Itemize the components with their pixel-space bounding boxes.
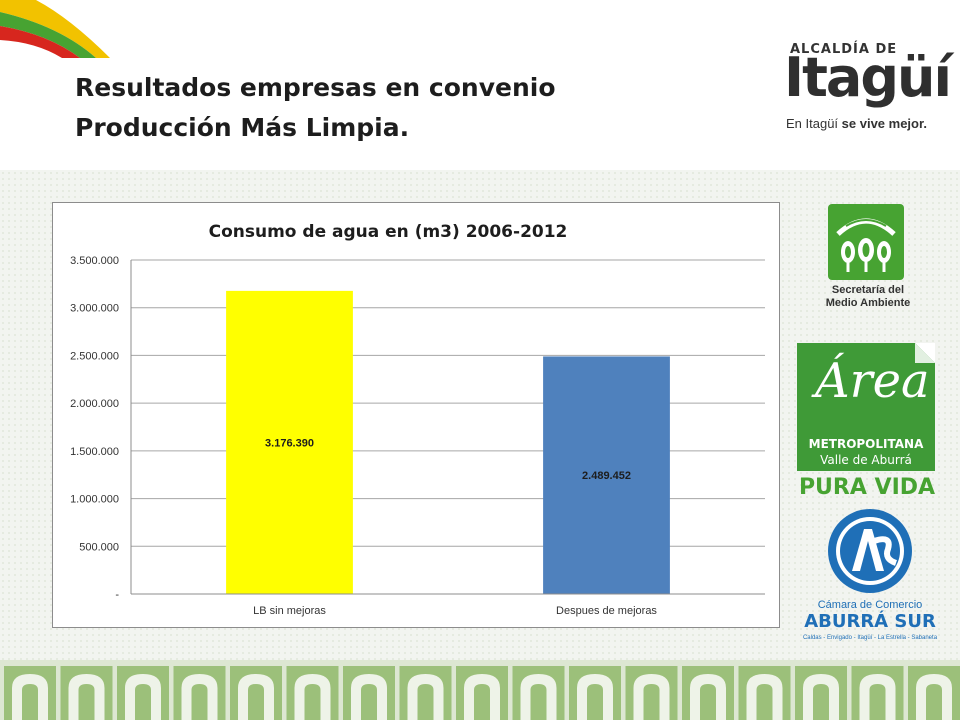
chart-y-tick-label: 3.500.000 xyxy=(70,255,119,267)
area-logo-line2: Valle de Aburrá xyxy=(820,453,912,467)
footer-pattern-tile xyxy=(286,666,339,720)
chart-y-tick-label: 2.000.000 xyxy=(70,398,119,410)
water-consumption-chart: Consumo de agua en (m3) 2006-2012 - 500.0… xyxy=(52,202,780,628)
footer-pattern-tile xyxy=(399,666,452,720)
area-corner-fold-icon xyxy=(915,343,935,363)
area-logo-box: Área METROPOLITANA Valle de Aburrá xyxy=(797,343,935,471)
chart-data-labels: 3.176.390 2.489.452 xyxy=(265,437,631,482)
chart-x-tick-label: Despues de mejoras xyxy=(556,605,657,617)
itagui-logo: ALCALDÍA DE Itagüí En Itagüí se vive mej… xyxy=(770,38,952,138)
footer-pattern-tile xyxy=(738,666,791,720)
secretaria-tree-icon-box xyxy=(828,204,904,280)
footer-pattern-tile xyxy=(851,666,904,720)
secretaria-medio-ambiente-logo: Secretaría del Medio Ambiente xyxy=(820,200,916,320)
area-metropolitana-logo: Área METROPOLITANA Valle de Aburrá PURA … xyxy=(797,343,937,503)
secretaria-line1: Secretaría del xyxy=(831,284,905,296)
footer-pattern-tile xyxy=(682,666,734,720)
chart-x-axis-ticks: LB sin mejoras Despues de mejoras xyxy=(253,605,657,617)
chart-title: Consumo de agua en (m3) 2006-2012 xyxy=(209,222,568,242)
footer-pattern-tile xyxy=(908,666,960,720)
area-logo-line1: METROPOLITANA xyxy=(808,437,924,451)
camara-emblem-icon xyxy=(828,509,912,593)
footer-pattern-tile xyxy=(230,666,282,720)
footer-pattern-icon xyxy=(4,666,960,720)
camara-logo-line3: Caldas - Envigado - Itagüí - La Estrella… xyxy=(802,635,938,641)
footer-pattern-tile xyxy=(60,666,113,720)
chart-y-axis-ticks: - 500.000 1.000.000 1.500.000 2.000.000 2.500… xyxy=(70,255,119,601)
secretaria-line2: Medio Ambiente xyxy=(825,297,911,309)
footer-pattern-band xyxy=(0,660,960,720)
tree-icon xyxy=(836,218,896,272)
footer-pattern-tile xyxy=(117,666,169,720)
chart-data-label: 3.176.390 xyxy=(265,437,314,449)
chart-x-tick-label: LB sin mejoras xyxy=(253,605,326,617)
chart-y-tick-label: 2.500.000 xyxy=(70,350,119,362)
chart-data-label: 2.489.452 xyxy=(582,470,631,482)
chart-bars xyxy=(226,290,670,594)
chart-y-tick-label: 1.000.000 xyxy=(70,494,119,506)
secretaria-logo-text: Secretaría del Medio Ambiente xyxy=(820,284,916,310)
slide-header: Resultados empresas en convenio Producci… xyxy=(0,0,960,170)
chart-svg: Consumo de agua en (m3) 2006-2012 - 500.0… xyxy=(70,222,765,617)
camara-comercio-logo: Cámara de Comercio ABURRÁ SUR Caldas - E… xyxy=(800,505,940,645)
footer-pattern-tile xyxy=(4,666,56,720)
chart-y-tick-label: 1.500.000 xyxy=(70,446,119,458)
camara-logo-line2: ABURRÁ SUR xyxy=(804,611,936,632)
footer-pattern-tile xyxy=(456,666,508,720)
slide-title: Resultados empresas en convenio Producci… xyxy=(75,68,556,148)
chart-bar xyxy=(226,290,353,594)
chart-y-tick-label: 3.000.000 xyxy=(70,303,119,315)
footer-pattern-tile xyxy=(569,666,621,720)
slide-title-line1: Resultados empresas en convenio xyxy=(75,73,556,102)
chart-y-tick-label: 500.000 xyxy=(79,541,119,553)
itagui-logo-name: Itagüí xyxy=(784,46,952,109)
chart-y-tick-label: - xyxy=(115,589,119,601)
itagui-slogan-bold: se vive mejor. xyxy=(841,116,927,131)
footer-pattern-tile xyxy=(625,666,678,720)
itagui-logo-slogan: En Itagüí se vive mejor. xyxy=(786,116,927,131)
itagui-logo-top-text: ALCALDÍA DE xyxy=(790,42,898,57)
camara-logo-line1: Cámara de Comercio xyxy=(817,599,923,611)
footer-pattern-tile xyxy=(512,666,565,720)
itagui-slogan-plain: En Itagüí xyxy=(786,116,842,131)
area-logo-script: Área xyxy=(815,353,930,409)
chart-bar xyxy=(543,356,670,594)
corner-ribbon-decoration xyxy=(0,0,110,58)
footer-pattern-tile xyxy=(173,666,226,720)
footer-pattern-tile xyxy=(795,666,847,720)
footer-pattern-tile xyxy=(343,666,395,720)
slide-title-line2: Producción Más Limpia. xyxy=(75,113,410,142)
area-logo-tagline: PURA VIDA xyxy=(798,475,936,500)
